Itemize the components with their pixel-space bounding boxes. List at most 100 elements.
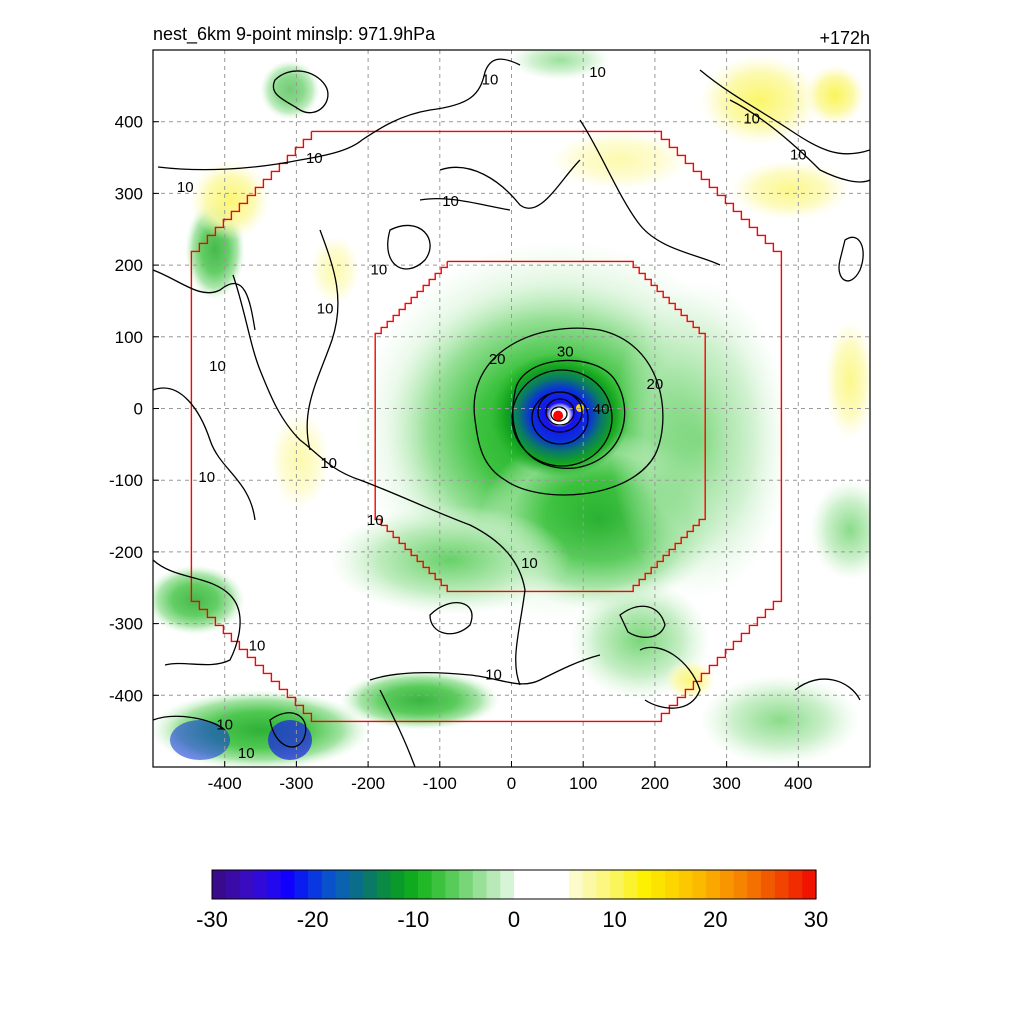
contour-label: 10 [482, 71, 499, 88]
colorbar-cell [568, 870, 584, 899]
colorbar-cell [719, 870, 735, 899]
plot-area: 10 10 10 10 10 10 10 10 10 10 10 10 10 10 10 10 10 10 20 20… [153, 50, 870, 767]
colorbar-cell [445, 870, 460, 899]
contour-label: 40 [593, 401, 610, 418]
colorbar-cell [280, 870, 295, 899]
x-tick-label: 300 [712, 774, 740, 793]
colorbar-cell [349, 870, 364, 899]
y-tick-label: -300 [109, 615, 143, 634]
colorbar-cell [459, 870, 474, 899]
x-tick-label: 200 [641, 774, 669, 793]
colorbar-tick-label: 30 [804, 907, 828, 932]
colorbar-cell [733, 870, 748, 899]
shaded-field [153, 50, 870, 767]
colorbar-frame [211, 869, 817, 900]
colorbar-cell [802, 870, 817, 899]
contour-labels: 10 10 10 10 10 10 10 10 10 10 10 10 10 10 10 10 10 10 20 20… [177, 64, 807, 762]
contour-label: 30 [557, 344, 574, 361]
colorbar-cell [390, 870, 405, 899]
colorbar-cell [266, 870, 282, 899]
nest-boundaries [190, 130, 783, 723]
colorbar: -30 -20 -10 0 10 20 30 [196, 869, 828, 932]
colorbar-tick-label: 20 [703, 907, 727, 932]
colorbar-cell [514, 870, 529, 899]
colorbar-cell [774, 870, 790, 899]
colorbar-cell [761, 870, 776, 899]
colorbar-tick-label: 0 [508, 907, 520, 932]
colorbar-cell [212, 870, 227, 899]
colorbar-cell [747, 870, 762, 899]
colorbar-cell [678, 870, 694, 899]
contour-label: 10 [790, 147, 807, 164]
y-tick-label: -100 [109, 471, 143, 490]
contour-label: 10 [367, 512, 384, 529]
y-tick-label: -400 [109, 686, 143, 705]
contour-label: 10 [216, 717, 233, 734]
colorbar-cell [225, 870, 241, 899]
contour-label: 10 [209, 358, 226, 375]
x-tick-label: -200 [351, 774, 385, 793]
colorbar-cell [239, 870, 254, 899]
colorbar-cell [431, 870, 446, 899]
colorbar-cell [308, 870, 323, 899]
colorbar-tick-label: 10 [602, 907, 626, 932]
colorbar-cell [253, 870, 268, 899]
y-tick-label: 100 [115, 328, 143, 347]
colorbar-cell [404, 870, 419, 899]
contour-label: 10 [442, 193, 459, 210]
colorbar-cell [610, 870, 625, 899]
y-tick-label: 400 [115, 113, 143, 132]
colorbar-cell [335, 870, 350, 899]
contour-label: 10 [198, 469, 215, 486]
colorbar-cell [692, 870, 707, 899]
contour-label: 20 [489, 351, 506, 368]
contour-label: 10 [743, 111, 760, 128]
contour-label: 10 [371, 261, 388, 278]
x-tick-label: -400 [208, 774, 242, 793]
storm-center-marker [553, 410, 564, 421]
colorbar-cell [363, 870, 378, 899]
outer-nest-boundary [190, 130, 783, 723]
x-tick-label: 0 [507, 774, 516, 793]
colorbar-cell [321, 870, 337, 899]
colorbar-tick-label: -10 [397, 907, 429, 932]
y-axis: 400 300 200 100 0 -100 -200 -300 -400 [109, 113, 159, 705]
colorbar-cell [541, 870, 556, 899]
contour-label: 10 [320, 455, 337, 472]
y-tick-label: 0 [134, 400, 143, 419]
inner-nest-boundary [374, 260, 706, 593]
contour-label: 10 [521, 555, 538, 572]
colorbar-cell [788, 870, 803, 899]
contour-label: 10 [249, 638, 266, 655]
x-tick-label: -300 [279, 774, 313, 793]
colorbar-cell [651, 870, 666, 899]
forecast-hour-label: +172h [819, 28, 870, 48]
colorbar-tick-labels: -30 -20 -10 0 10 20 30 [196, 907, 828, 932]
x-axis: -400 -300 -200 -100 0 100 200 300 400 [208, 761, 812, 793]
colorbar-cell [665, 870, 680, 899]
contour-label: 10 [238, 745, 255, 762]
colorbar-cells [212, 870, 817, 899]
contour-lines [153, 58, 870, 767]
colorbar-tick-label: -30 [196, 907, 228, 932]
contour-label: 10 [306, 150, 323, 167]
colorbar-cell [706, 870, 721, 899]
colorbar-cell [555, 870, 570, 899]
y-tick-label: 200 [115, 256, 143, 275]
colorbar-cell [582, 870, 597, 899]
colorbar-cell [376, 870, 392, 899]
colorbar-cell [472, 870, 488, 899]
colorbar-cell [500, 870, 515, 899]
colorbar-cell [637, 870, 652, 899]
y-tick-label: 300 [115, 184, 143, 203]
contour-label: 10 [485, 666, 502, 683]
contour-label: 10 [177, 179, 194, 196]
colorbar-cell [527, 870, 543, 899]
x-tick-label: 100 [569, 774, 597, 793]
x-tick-label: 400 [784, 774, 812, 793]
contour-label: 20 [647, 376, 664, 393]
colorbar-cell [417, 870, 433, 899]
chart-title: nest_6km 9-point minslp: 971.9hPa [153, 24, 436, 45]
colorbar-tick-label: -20 [297, 907, 329, 932]
